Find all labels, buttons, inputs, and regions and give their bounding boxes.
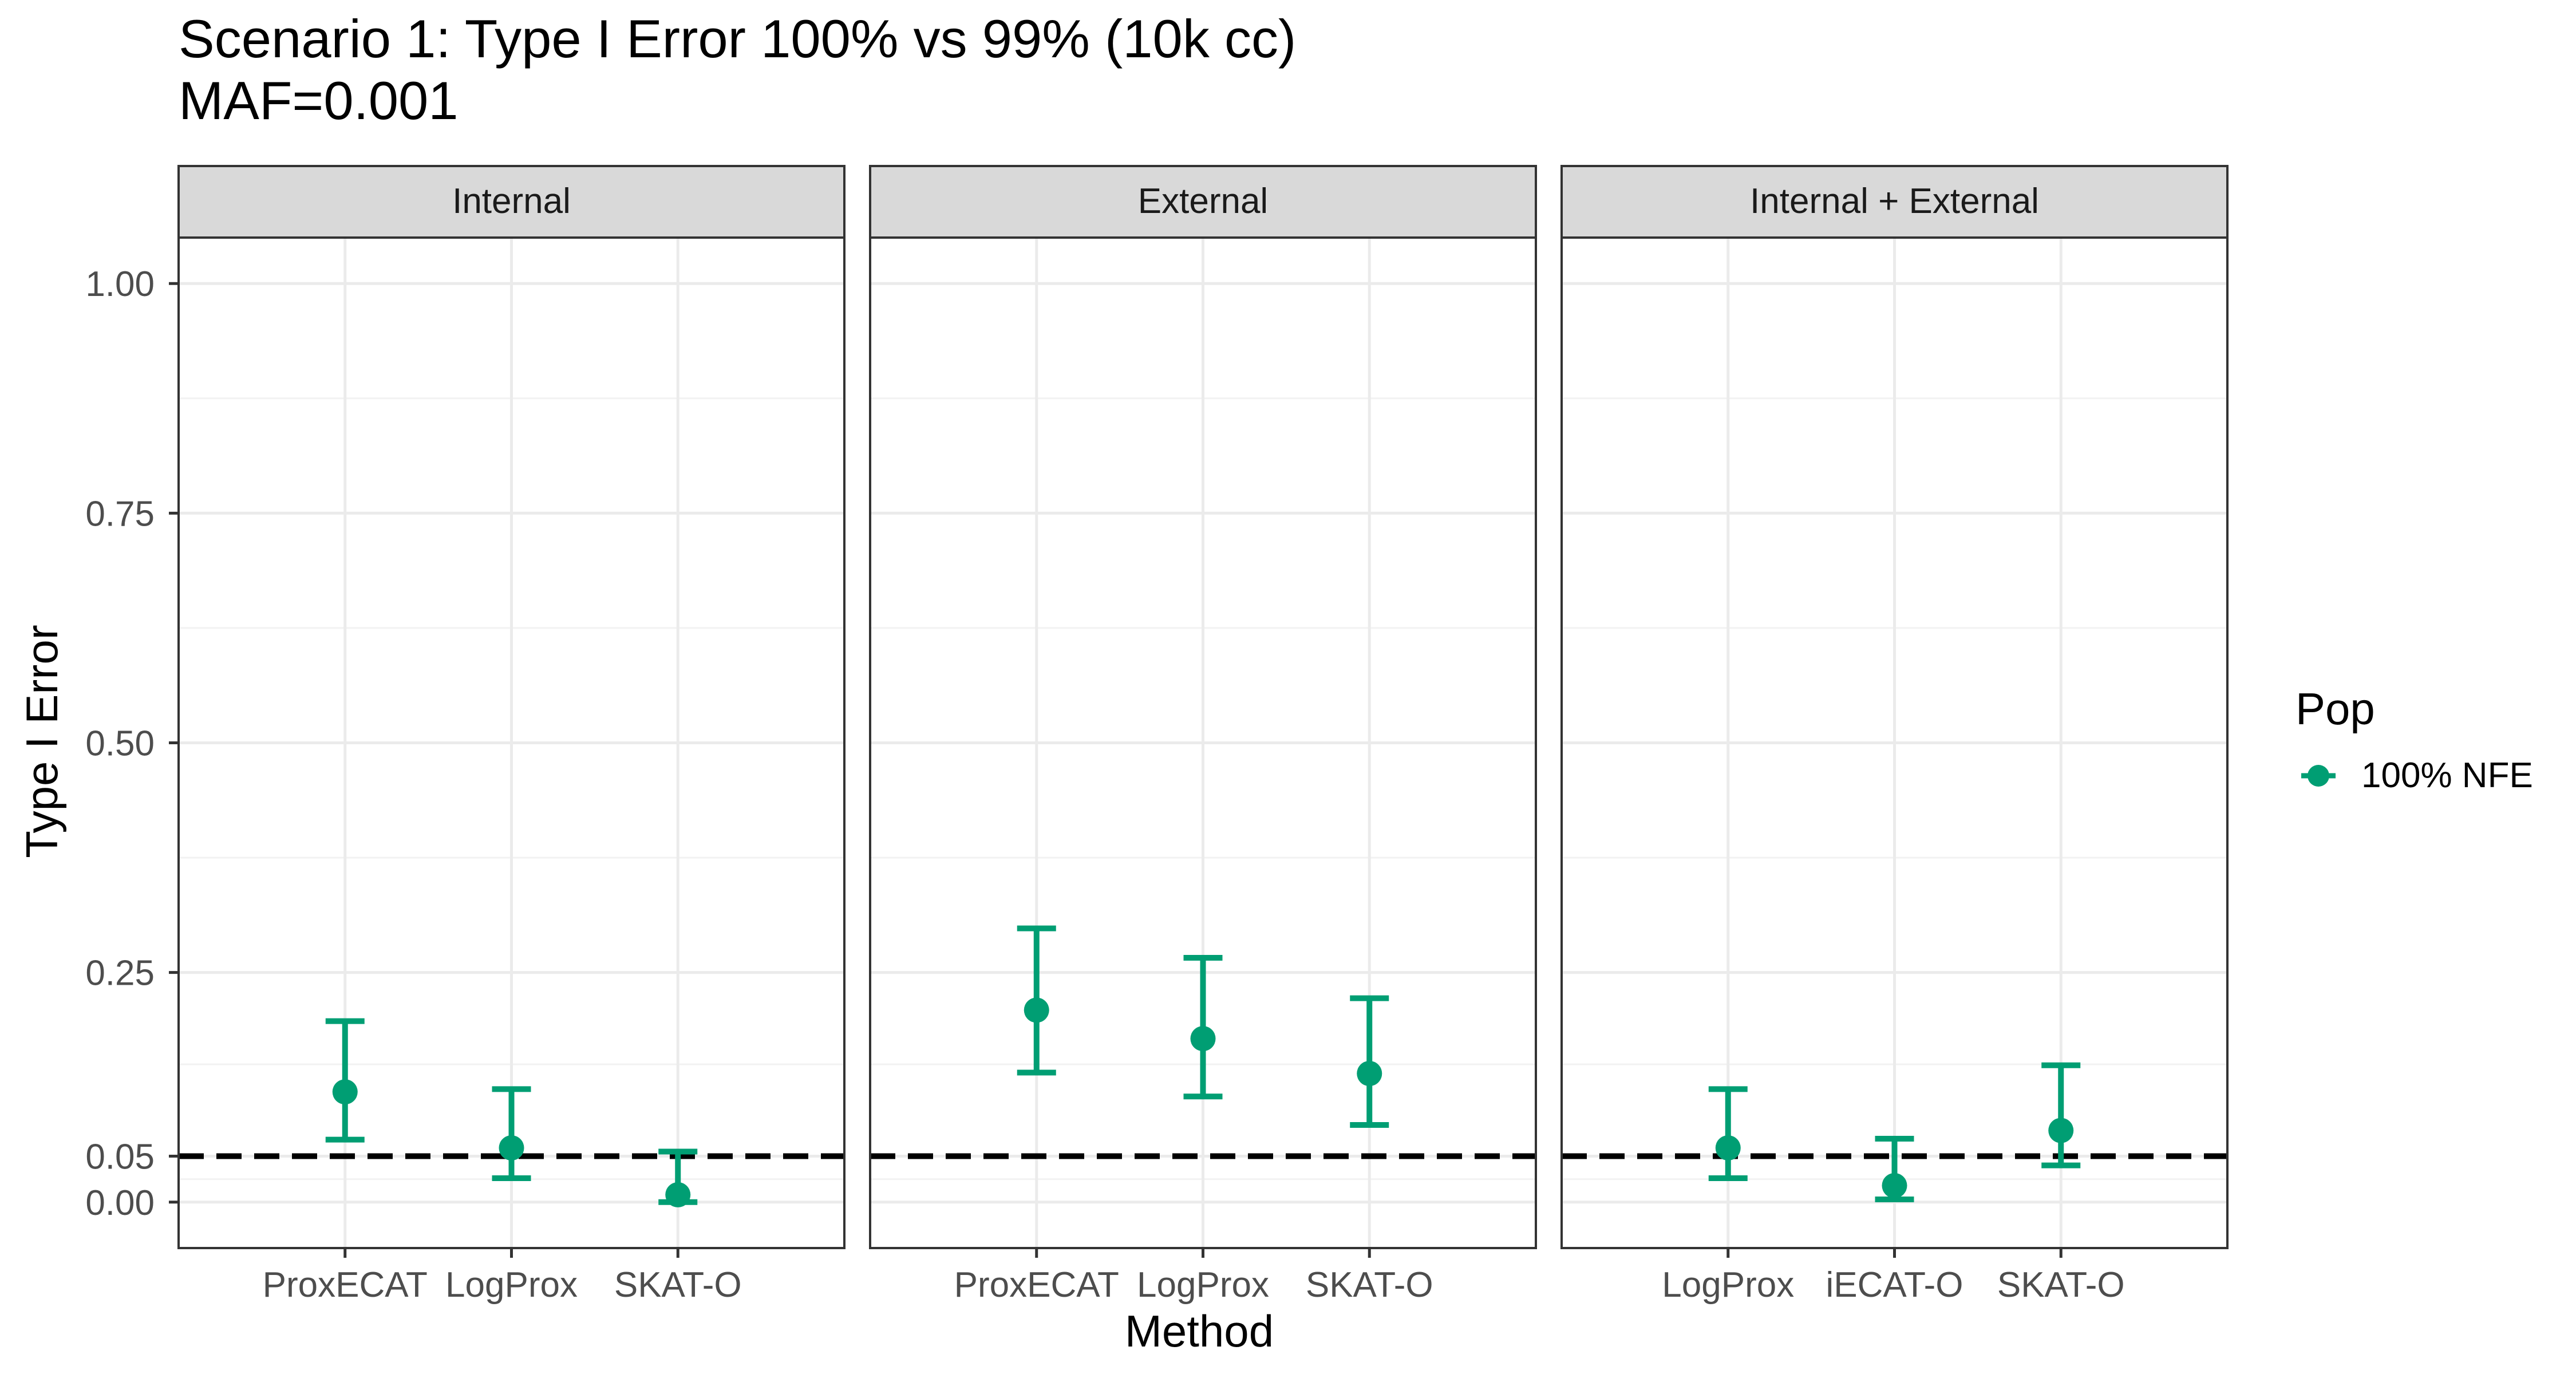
facet-panel: Internal ProxECAT LogProx SKAT-O <box>177 165 846 1305</box>
error-bar <box>325 1018 365 1143</box>
legend: Pop 100% NFE <box>2296 684 2533 795</box>
chart-subtitle: MAF=0.001 <box>179 70 459 131</box>
y-axis-label: Type I Error <box>17 625 67 858</box>
facet-strip-label: Internal <box>452 181 571 221</box>
x-tick-label: ProxECAT <box>263 1265 428 1305</box>
x-tick-label: SKAT-O <box>1306 1265 1433 1305</box>
x-tick-label: LogProx <box>1137 1265 1269 1305</box>
legend-entry-label: 100% NFE <box>2361 756 2533 795</box>
y-tick-label: 0.00 <box>85 1183 155 1223</box>
error-bar <box>1017 925 1056 1076</box>
error-bar <box>1350 995 1389 1128</box>
y-tick-label: 0.50 <box>85 724 155 764</box>
x-tick-label: SKAT-O <box>1997 1265 2125 1305</box>
facet-strip-label: Internal + External <box>1750 181 2039 221</box>
facet-panels: Internal ProxECAT LogProx SKAT-O External Pro… <box>177 165 2229 1305</box>
facet-panel: External ProxECAT LogProx SKAT-O <box>869 165 1537 1305</box>
y-tick-label: 0.25 <box>85 954 155 993</box>
data-point <box>1190 1026 1216 1052</box>
data-point <box>1882 1172 1907 1198</box>
facet-panel: Internal + External LogProx iECAT-O SKAT-O <box>1560 165 2229 1305</box>
y-axis-ticks: 0.00 0.05 0.25 0.50 0.75 1.00 <box>85 264 179 1223</box>
facet-strip-label: External <box>1138 181 1268 221</box>
data-point <box>1024 997 1049 1023</box>
error-bar <box>492 1086 531 1182</box>
facet-strip <box>177 165 846 239</box>
error-bar <box>2041 1062 2081 1168</box>
error-bar <box>1708 1086 1748 1182</box>
x-tick-label: ProxECAT <box>954 1265 1119 1305</box>
data-point <box>1715 1135 1741 1161</box>
x-tick-label: LogProx <box>1662 1265 1794 1305</box>
error-bar <box>658 1148 698 1207</box>
data-point <box>2048 1118 2074 1143</box>
error-bar <box>1875 1136 1914 1202</box>
data-point <box>1357 1061 1382 1087</box>
y-tick-label: 1.00 <box>85 264 155 304</box>
error-bar <box>1183 954 1223 1100</box>
y-tick-label: 0.05 <box>85 1138 155 1177</box>
data-point <box>665 1182 691 1207</box>
chart-title: Scenario 1: Type I Error 100% vs 99% (10… <box>179 9 1296 69</box>
facet-strip <box>869 165 1537 239</box>
facet-strip <box>1560 165 2229 239</box>
data-point <box>499 1135 524 1161</box>
x-tick-label: SKAT-O <box>614 1265 742 1305</box>
x-tick-label: LogProx <box>445 1265 578 1305</box>
data-point <box>332 1079 358 1105</box>
x-tick-label: iECAT-O <box>1826 1265 1963 1305</box>
legend-key-point <box>2308 765 2329 787</box>
legend-title: Pop <box>2296 684 2375 734</box>
y-tick-label: 0.75 <box>85 494 155 534</box>
x-axis-label: Method <box>1125 1306 1274 1356</box>
